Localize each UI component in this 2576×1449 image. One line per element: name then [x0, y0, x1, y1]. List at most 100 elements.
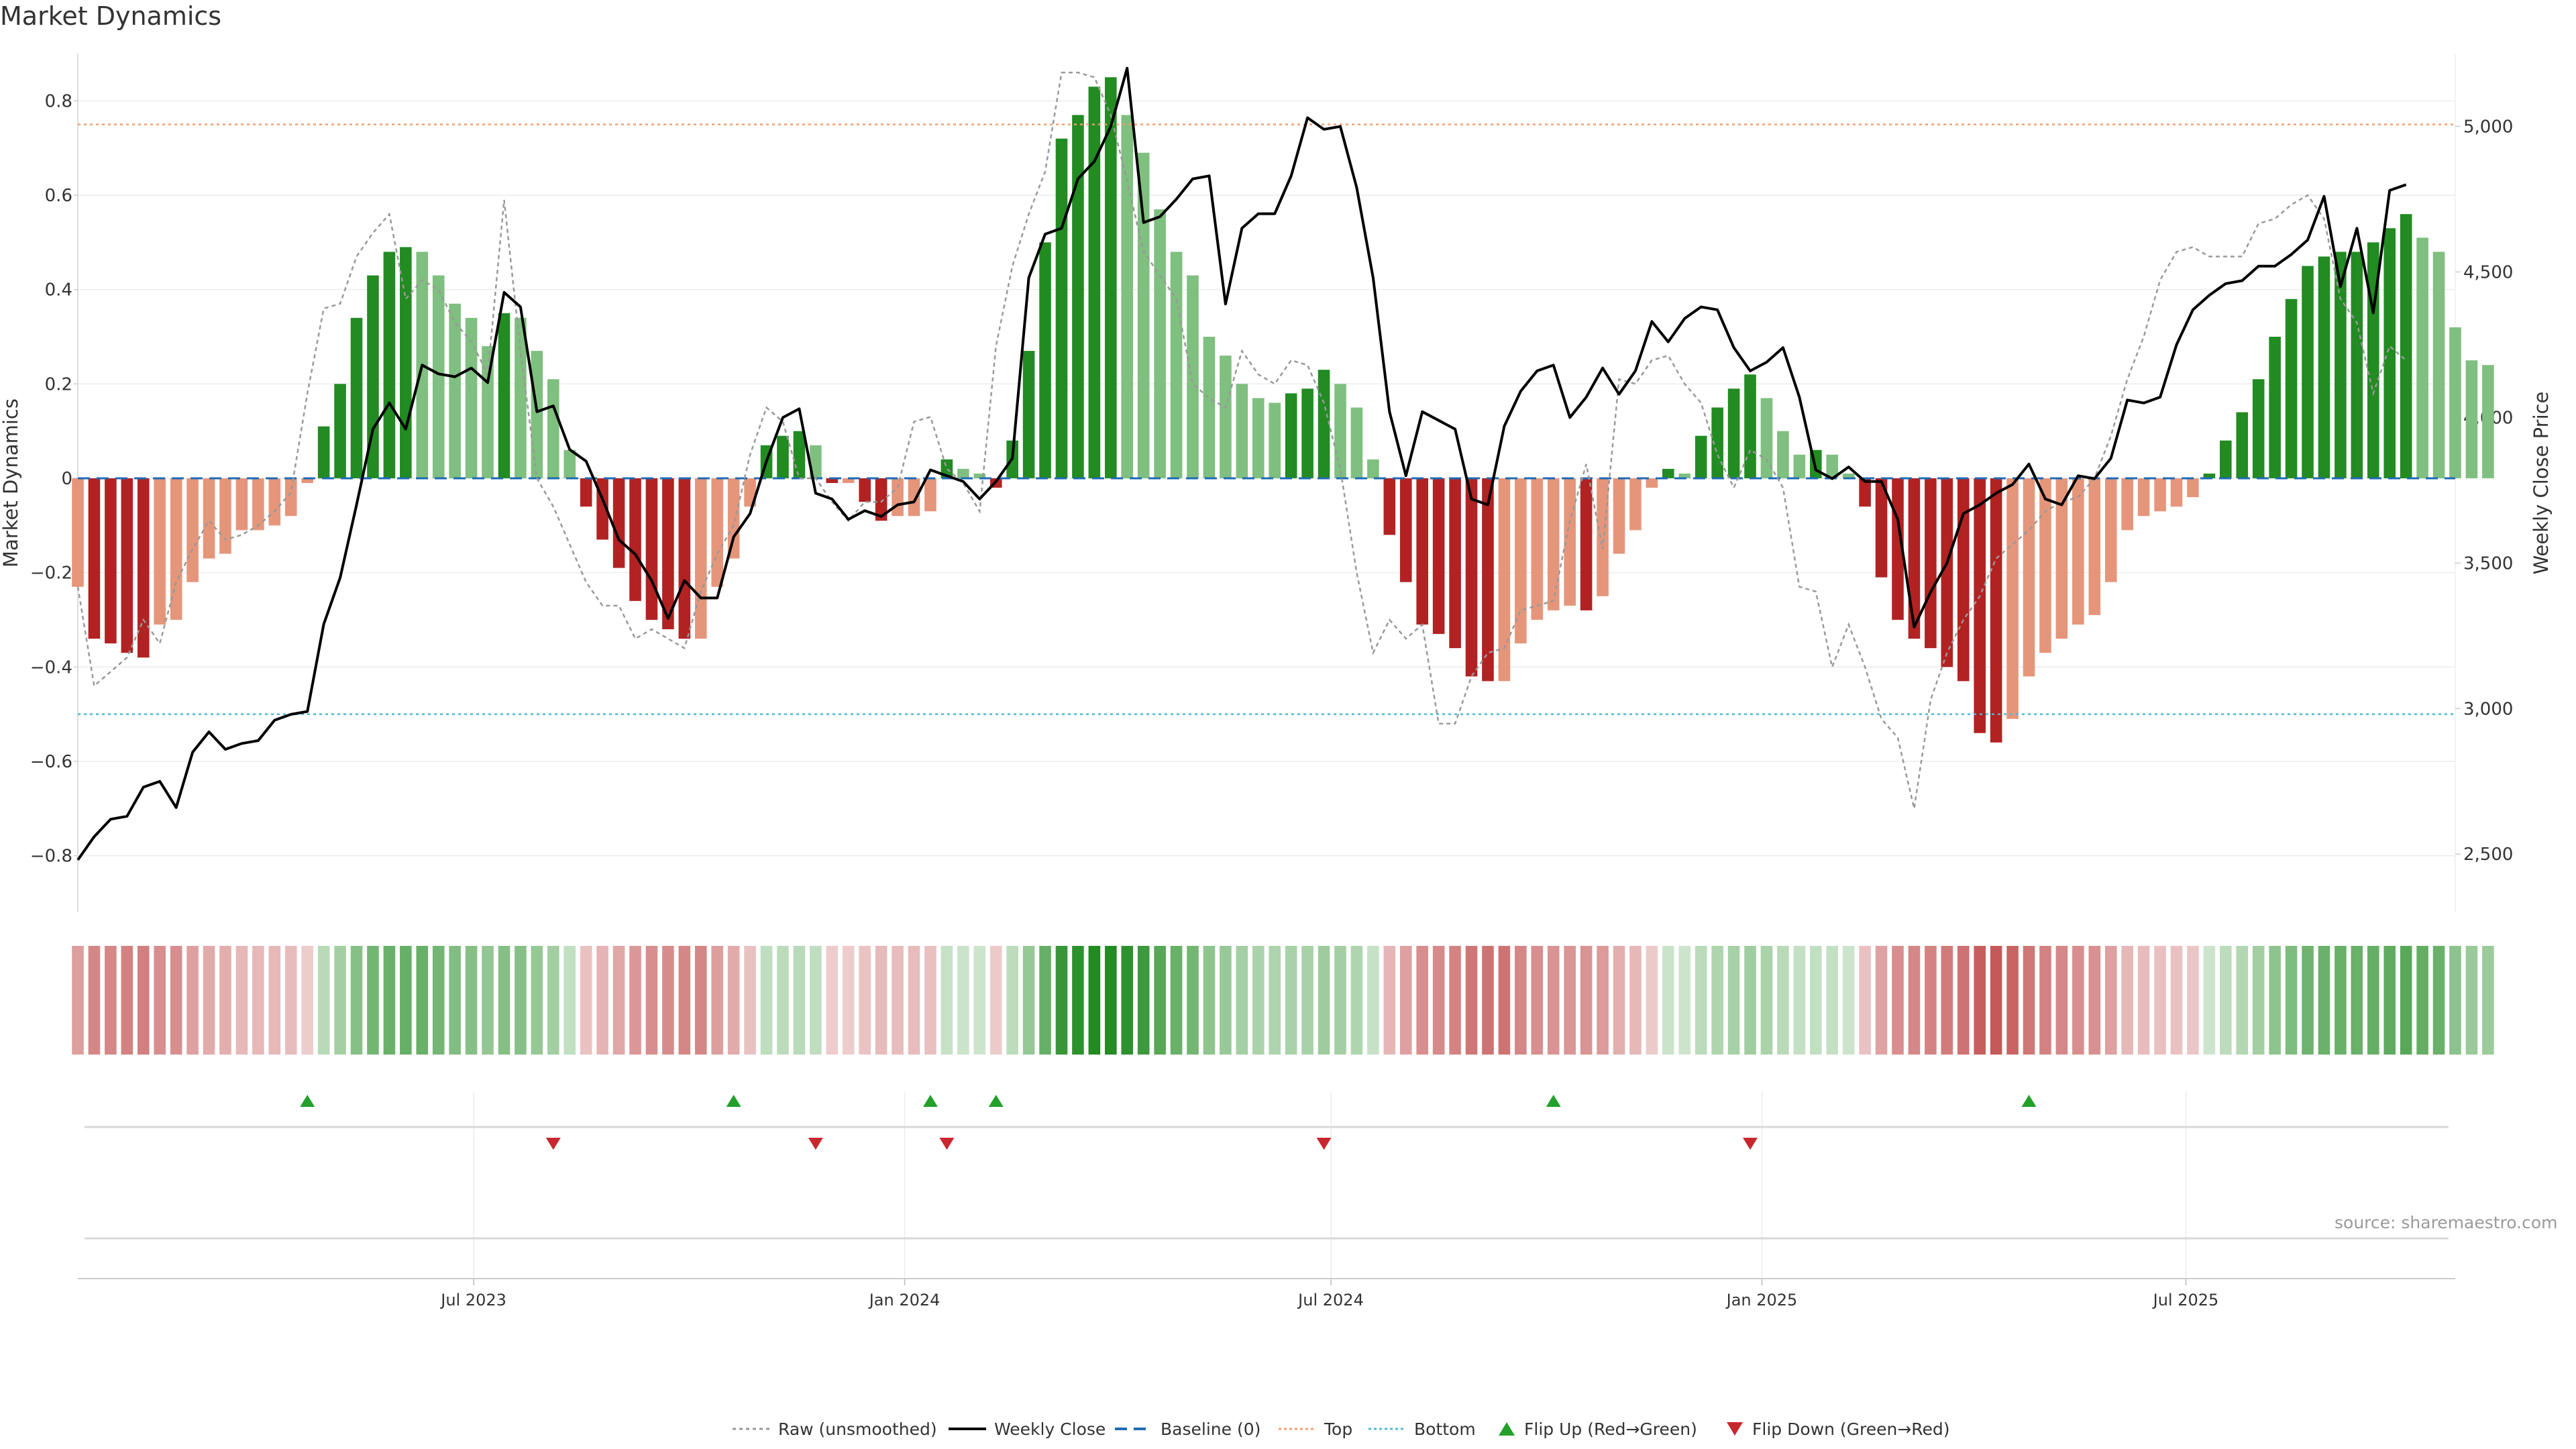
bar [1432, 478, 1445, 635]
heat-cell [2449, 946, 2461, 1055]
heat-cell [1629, 946, 1642, 1055]
heat-cell [465, 946, 478, 1055]
bar [1613, 478, 1625, 554]
bar [810, 445, 822, 478]
bar [1908, 478, 1921, 639]
bar [1842, 473, 1855, 478]
heat-cell [2203, 946, 2216, 1055]
heat-cell [564, 946, 576, 1055]
x-tick-label: Jul 2024 [1297, 1291, 1364, 1309]
bar [1055, 138, 1068, 478]
heat-cell [219, 946, 231, 1055]
y-tick-label: 0 [61, 469, 72, 489]
heat-cell [793, 946, 806, 1055]
bar [1498, 478, 1511, 682]
bar [186, 478, 199, 582]
heat-cell [1105, 946, 1117, 1055]
heat-cell [1777, 946, 1789, 1055]
y2-tick-label: 2,500 [2463, 845, 2513, 865]
bar [1941, 478, 1953, 667]
bar [219, 478, 231, 554]
bar [1482, 478, 1494, 682]
bar [1137, 152, 1150, 478]
bar [1646, 478, 1658, 488]
heat-cell [2465, 946, 2478, 1055]
heat-cell [137, 946, 150, 1055]
bar [2137, 478, 2150, 517]
bar [711, 478, 724, 587]
heat-cell [957, 946, 969, 1055]
bar [2465, 360, 2478, 478]
legend-label-flip-up: Flip Up (Red→Green) [1524, 1419, 1697, 1439]
heat-cell [1990, 946, 2002, 1055]
bar [88, 478, 101, 639]
heat-cell [727, 946, 740, 1055]
heat-cell [2367, 946, 2379, 1055]
heat-cell [1597, 946, 1609, 1055]
heat-cell [2416, 946, 2428, 1055]
bar [170, 478, 182, 620]
heat-cell [2252, 946, 2265, 1055]
bar [2351, 252, 2363, 478]
heat-cell [2285, 946, 2298, 1055]
heat-cell [1564, 946, 1576, 1055]
bar [924, 478, 936, 512]
heat-cell [1416, 946, 1428, 1055]
heat-cell [1055, 946, 1068, 1055]
bar [1318, 370, 1330, 478]
heat-cell [2482, 946, 2494, 1055]
bar [1547, 478, 1560, 610]
bar [1072, 115, 1084, 478]
bar [2072, 478, 2084, 625]
bar [777, 435, 789, 478]
heat-cell [1925, 946, 1937, 1055]
legend-item-baseline: Baseline (0) [1115, 1414, 1260, 1444]
bar [1154, 209, 1166, 478]
bar [252, 478, 264, 531]
flip-up-marker [300, 1095, 315, 1107]
y2-tick-label: 3,000 [2463, 699, 2513, 719]
heat-cell [1121, 946, 1134, 1055]
heat-cell [2269, 946, 2281, 1055]
bar [1629, 478, 1642, 531]
heat-cell [2088, 946, 2101, 1055]
bar [1367, 459, 1379, 478]
heat-cell [186, 946, 199, 1055]
bar [2023, 478, 2035, 677]
heat-cell [1875, 946, 1888, 1055]
bar [2055, 478, 2068, 639]
heat-cell [2220, 946, 2232, 1055]
legend-item-flip-up: Flip Up (Red→Green) [1497, 1414, 1697, 1444]
bar [1399, 478, 1412, 582]
heat-cell [1367, 946, 1379, 1055]
y2-tick-label: 4,500 [2463, 262, 2513, 282]
heat-cell [531, 946, 543, 1055]
bar [564, 449, 576, 478]
legend-label-flip-down: Flip Down (Green→Red) [1752, 1419, 1950, 1439]
heat-cell [1465, 946, 1478, 1055]
heat-cell [1695, 946, 1707, 1055]
heat-cell [2400, 946, 2412, 1055]
bar [612, 478, 625, 568]
bar [1777, 431, 1789, 478]
legend-swatch-baseline [1115, 1428, 1152, 1430]
bar [2334, 252, 2347, 478]
legend-label-bottom: Bottom [1414, 1419, 1476, 1439]
bar [1678, 473, 1691, 478]
x-tick-label: Jan 2024 [868, 1291, 941, 1309]
heat-cell [1137, 946, 1150, 1055]
heat-cell [989, 946, 1002, 1055]
heat-cell [744, 946, 756, 1055]
heat-cell [1908, 946, 1921, 1055]
heat-cell [810, 946, 822, 1055]
bar [744, 478, 756, 507]
heat-cell [1399, 946, 1412, 1055]
bar [383, 252, 396, 478]
heat-cell [268, 946, 281, 1055]
heat-cell [1580, 946, 1593, 1055]
bar [2400, 214, 2412, 478]
heat-cell [1547, 946, 1560, 1055]
heat-cell [2318, 946, 2330, 1055]
heat-cell [1892, 946, 1904, 1055]
